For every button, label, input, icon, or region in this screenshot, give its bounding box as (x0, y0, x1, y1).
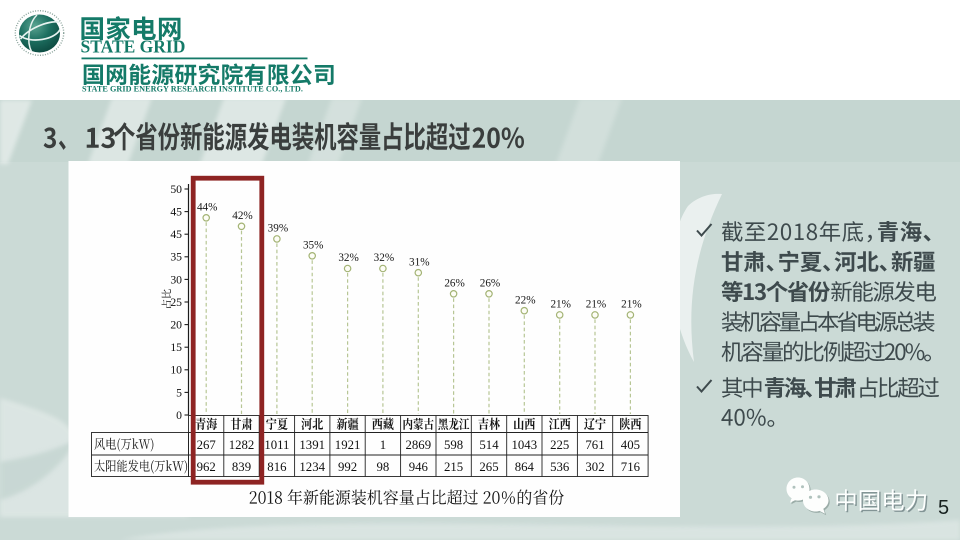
svg-text:44%: 44% (197, 202, 218, 214)
svg-text:962: 962 (197, 460, 216, 474)
svg-text:5: 5 (176, 386, 182, 399)
svg-text:215: 215 (444, 460, 463, 474)
svg-text:26%: 26% (480, 278, 501, 290)
svg-text:45: 45 (170, 228, 182, 241)
svg-text:598: 598 (444, 438, 463, 452)
svg-text:1282: 1282 (229, 438, 255, 452)
svg-text:839: 839 (232, 460, 251, 474)
svg-text:35: 35 (170, 251, 182, 264)
svg-text:405: 405 (621, 438, 640, 452)
svg-text:STATE GRID: STATE GRID (81, 37, 186, 57)
svg-text:22%: 22% (515, 294, 536, 306)
svg-text:536: 536 (550, 460, 570, 474)
svg-text:10: 10 (170, 364, 182, 377)
svg-text:1011: 1011 (264, 438, 289, 452)
svg-text:21%: 21% (550, 299, 571, 311)
svg-text:39%: 39% (268, 223, 289, 235)
svg-text:946: 946 (409, 460, 429, 474)
svg-text:32%: 32% (338, 252, 359, 264)
svg-text:992: 992 (338, 460, 357, 474)
svg-text:20: 20 (170, 319, 182, 332)
svg-text:816: 816 (267, 460, 287, 474)
svg-text:30: 30 (170, 273, 182, 286)
svg-text:0: 0 (176, 409, 182, 422)
svg-text:26%: 26% (444, 278, 465, 290)
svg-text:15: 15 (170, 341, 182, 354)
svg-text:42%: 42% (232, 210, 253, 222)
svg-text:STATE GRID ENERGY RESEARCH INS: STATE GRID ENERGY RESEARCH INSTITUTE CO.… (82, 85, 303, 94)
svg-text:31%: 31% (409, 256, 430, 268)
svg-text:265: 265 (479, 460, 498, 474)
svg-text:1: 1 (380, 438, 386, 452)
svg-text:225: 225 (550, 438, 569, 452)
svg-text:716: 716 (621, 460, 641, 474)
svg-text:50: 50 (170, 183, 182, 196)
svg-text:864: 864 (515, 460, 535, 474)
svg-text:98: 98 (377, 460, 390, 474)
svg-text:514: 514 (479, 438, 499, 452)
svg-text:5: 5 (938, 497, 949, 519)
svg-text:21%: 21% (621, 299, 642, 311)
svg-text:761: 761 (585, 438, 604, 452)
svg-text:2869: 2869 (406, 438, 432, 452)
svg-text:1234: 1234 (299, 460, 325, 474)
svg-text:1043: 1043 (512, 438, 538, 452)
svg-text:25: 25 (170, 296, 182, 309)
svg-text:21%: 21% (586, 299, 607, 311)
svg-text:267: 267 (197, 438, 217, 452)
svg-text:32%: 32% (374, 252, 395, 264)
svg-text:45: 45 (170, 206, 182, 219)
svg-text:35%: 35% (303, 240, 324, 252)
svg-text:1921: 1921 (335, 438, 361, 452)
svg-text:1391: 1391 (299, 438, 325, 452)
svg-text:302: 302 (585, 460, 604, 474)
